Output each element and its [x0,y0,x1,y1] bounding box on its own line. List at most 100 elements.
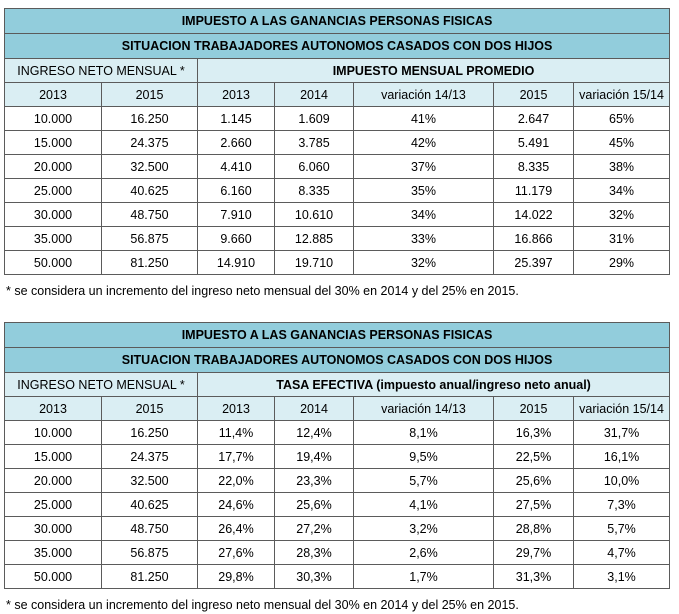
column-header: 2013 [197,396,275,421]
table-cell: 24.375 [101,444,198,469]
table-cell: 19.710 [274,250,354,275]
table-cell: 3,2% [353,516,494,541]
table-row: 30.000 48.750 7.910 10.610 34% 14.022 32… [4,202,671,227]
table-cell: 15.000 [4,444,102,469]
table-cell: 10.610 [274,202,354,227]
table-cell: 50.000 [4,564,102,589]
table-cell: 14.910 [197,250,275,275]
table-row: 25.000 40.625 24,6% 25,6% 4,1% 27,5% 7,3… [4,492,671,517]
table-cell: 22,5% [493,444,574,469]
table-cell: 4.410 [197,154,275,179]
table-cell: 4,7% [572,540,671,565]
section-header-tasa: TASA EFECTIVA (impuesto anual/ingreso ne… [196,372,671,397]
table-cell: 32.500 [101,468,198,493]
table-cell: 81.250 [101,564,198,589]
table-cell: 22,0% [197,468,275,493]
table-subtitle: SITUACION TRABAJADORES AUTONOMOS CASADOS… [3,33,671,59]
table-row: 15.000 24.375 2.660 3.785 42% 5.491 45% [4,130,671,155]
table-row: 50.000 81.250 14.910 19.710 32% 25.397 2… [4,250,671,275]
table-cell: 5,7% [572,516,671,541]
section-header-impuesto: IMPUESTO MENSUAL PROMEDIO [196,58,671,83]
table-block-tasa-efectiva: IMPUESTO A LAS GANANCIAS PERSONAS FISICA… [3,322,671,612]
table-cell: 2,6% [353,540,494,565]
table-cell: 20.000 [4,468,102,493]
column-header: 2014 [274,396,354,421]
table-cell: 16,1% [572,444,671,469]
table-cell: 31,7% [572,420,671,445]
table-cell: 30.000 [4,202,102,227]
section-header-ingreso: INGRESO NETO MENSUAL * [4,372,198,397]
table-cell: 5,7% [353,468,494,493]
table-cell: 25.000 [4,492,102,517]
table-cell: 56.875 [101,226,198,251]
table-cell: 34% [353,202,494,227]
table-cell: 5.491 [493,130,574,155]
table-cell: 10.000 [4,106,102,131]
table-subtitle: SITUACION TRABAJADORES AUTONOMOS CASADOS… [3,347,671,373]
table-cell: 25,6% [274,492,354,517]
table-cell: 25.397 [493,250,574,275]
table-row: 10.000 16.250 1.145 1.609 41% 2.647 65% [4,106,671,131]
table-cell: 30.000 [4,516,102,541]
column-header: 2014 [274,82,354,107]
table-title: IMPUESTO A LAS GANANCIAS PERSONAS FISICA… [3,322,671,348]
table-cell: 48.750 [101,516,198,541]
table-cell: 12,4% [274,420,354,445]
table-cell: 26,4% [197,516,275,541]
table-row: 10.000 16.250 11,4% 12,4% 8,1% 16,3% 31,… [4,420,671,445]
table-cell: 10,0% [572,468,671,493]
table-row: 30.000 48.750 26,4% 27,2% 3,2% 28,8% 5,7… [4,516,671,541]
table-cell: 27,2% [274,516,354,541]
table-cell: 40.625 [101,178,198,203]
table-cell: 1.145 [197,106,275,131]
table-cell: 56.875 [101,540,198,565]
table-row: 20.000 32.500 22,0% 23,3% 5,7% 25,6% 10,… [4,468,671,493]
table-cell: 17,7% [197,444,275,469]
table-row: 35.000 56.875 9.660 12.885 33% 16.866 31… [4,226,671,251]
tax-table-impuesto-mensual: IMPUESTO A LAS GANANCIAS PERSONAS FISICA… [3,8,671,275]
table-cell: 9.660 [197,226,275,251]
table-cell: 7.910 [197,202,275,227]
table-cell: 23,3% [274,468,354,493]
table-cell: 9,5% [353,444,494,469]
table-cell: 29% [572,250,671,275]
column-header: variación 14/13 [353,82,494,107]
tax-table-tasa-efectiva: IMPUESTO A LAS GANANCIAS PERSONAS FISICA… [3,322,671,589]
section-header-ingreso: INGRESO NETO MENSUAL * [4,58,198,83]
table-cell: 37% [353,154,494,179]
table-cell: 48.750 [101,202,198,227]
table-cell: 35.000 [4,540,102,565]
table-cell: 34% [572,178,671,203]
column-header: 2013 [4,396,102,421]
table-cell: 10.000 [4,420,102,445]
table-cell: 38% [572,154,671,179]
table-cell: 25.000 [4,178,102,203]
table-cell: 4,1% [353,492,494,517]
table-cell: 16.250 [101,106,198,131]
column-header: 2013 [4,82,102,107]
table-cell: 1,7% [353,564,494,589]
table-cell: 81.250 [101,250,198,275]
column-header: variación 15/14 [572,82,671,107]
table-cell: 29,7% [493,540,574,565]
table-cell: 12.885 [274,226,354,251]
table-cell: 16.866 [493,226,574,251]
table-row: 15.000 24.375 17,7% 19,4% 9,5% 22,5% 16,… [4,444,671,469]
table-cell: 45% [572,130,671,155]
table-cell: 40.625 [101,492,198,517]
table-block-impuesto-mensual: IMPUESTO A LAS GANANCIAS PERSONAS FISICA… [3,8,671,298]
table-cell: 32% [353,250,494,275]
table-footnote: * se considera un incremento del ingreso… [6,598,519,612]
table-cell: 32.500 [101,154,198,179]
table-cell: 35.000 [4,226,102,251]
table-cell: 8.335 [274,178,354,203]
table-cell: 41% [353,106,494,131]
table-cell: 27,5% [493,492,574,517]
column-header: 2015 [493,396,574,421]
table-cell: 33% [353,226,494,251]
table-cell: 16,3% [493,420,574,445]
table-cell: 6.160 [197,178,275,203]
table-cell: 14.022 [493,202,574,227]
table-cell: 50.000 [4,250,102,275]
column-header: 2013 [197,82,275,107]
